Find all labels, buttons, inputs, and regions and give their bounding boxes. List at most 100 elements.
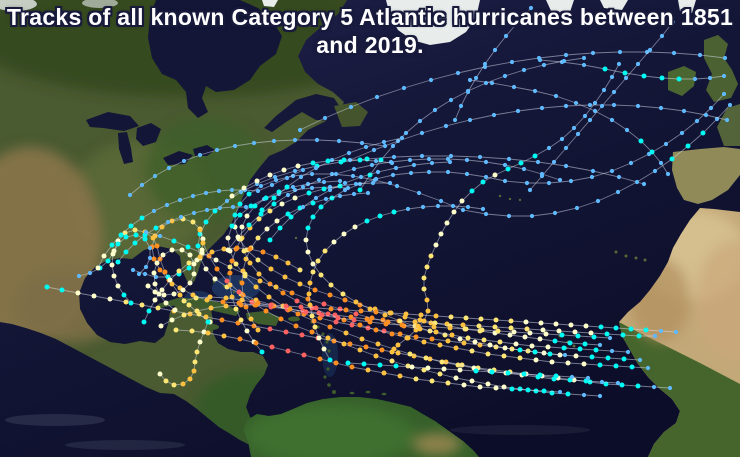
track-point	[628, 160, 634, 166]
track-point	[552, 338, 558, 344]
track-point	[389, 160, 395, 166]
track-point	[670, 19, 676, 25]
track-point	[509, 386, 515, 392]
track-point	[521, 371, 527, 377]
track-point	[274, 218, 280, 224]
track-point	[447, 159, 453, 165]
track-point	[295, 163, 301, 169]
track-point	[527, 187, 533, 193]
track-point	[258, 183, 264, 189]
track-point	[515, 19, 521, 25]
track-point	[298, 174, 304, 180]
track-point	[461, 340, 467, 346]
track-point	[328, 282, 334, 288]
track-point	[205, 319, 211, 325]
track-point	[390, 172, 396, 178]
track-point	[583, 323, 589, 329]
track-point	[540, 327, 546, 333]
track-point	[357, 157, 363, 163]
track-point	[645, 365, 651, 371]
track-point	[547, 351, 553, 357]
track-point	[448, 97, 454, 103]
track-point	[233, 306, 239, 312]
track-point	[485, 381, 491, 387]
track-point	[459, 198, 465, 204]
track-point	[389, 358, 395, 364]
track-point	[191, 261, 197, 267]
track-point	[391, 209, 397, 215]
track-point	[297, 127, 303, 133]
track-point	[309, 171, 315, 177]
track-point	[285, 260, 291, 266]
track-point	[154, 243, 160, 249]
track-point	[535, 159, 541, 165]
track-point	[652, 168, 658, 174]
track-point	[158, 323, 164, 329]
track-point	[169, 247, 175, 253]
track-point	[118, 232, 124, 238]
track-point	[305, 249, 311, 255]
track-point	[255, 257, 261, 263]
track-point	[87, 270, 93, 276]
track-point	[233, 261, 239, 267]
track-point	[305, 225, 311, 231]
track-point	[397, 373, 403, 379]
track-point	[105, 258, 111, 264]
track-point	[224, 278, 230, 284]
puerto-rico	[288, 316, 300, 322]
hurricane-track	[467, 77, 671, 177]
track-point	[609, 117, 615, 123]
track-point	[255, 188, 261, 194]
track-point	[415, 323, 421, 329]
track-point	[203, 219, 209, 225]
track-point	[605, 355, 611, 361]
track-point	[230, 204, 236, 210]
track-point	[204, 207, 210, 213]
track-point	[577, 346, 583, 352]
track-point	[463, 315, 469, 321]
hurricane-track	[109, 232, 153, 306]
track-point	[273, 177, 279, 183]
track-point	[297, 281, 303, 287]
track-point	[254, 178, 260, 184]
track-point	[375, 341, 381, 347]
track-point	[399, 322, 405, 328]
track-point	[263, 308, 269, 314]
track-point	[613, 325, 619, 331]
track-point	[563, 52, 569, 58]
track-point	[153, 274, 159, 280]
track-point	[152, 173, 158, 179]
track-point	[703, 112, 709, 118]
track-point	[128, 223, 134, 229]
track-point	[424, 297, 430, 303]
track-point	[229, 223, 235, 229]
track-point	[589, 174, 595, 180]
track-point	[428, 77, 434, 83]
track-point	[203, 266, 209, 272]
track-point	[146, 308, 152, 314]
track-point	[622, 70, 628, 76]
track-point	[213, 257, 219, 263]
track-point	[546, 180, 552, 186]
track-point	[132, 227, 138, 233]
track-point	[426, 169, 432, 175]
track-point	[563, 145, 569, 151]
track-point	[256, 216, 262, 222]
great-britain	[704, 35, 738, 102]
track-point	[493, 317, 499, 323]
track-point	[212, 208, 218, 214]
track-point	[284, 184, 290, 190]
track-point	[285, 348, 291, 354]
track-point	[628, 326, 634, 332]
hurricane-track	[347, 102, 730, 163]
track-point	[179, 247, 185, 253]
track-point	[592, 100, 598, 106]
track-point	[268, 302, 274, 308]
track-point	[592, 108, 598, 114]
track-point	[139, 302, 145, 308]
track-point	[432, 107, 438, 113]
track-point	[491, 112, 497, 118]
track-point	[197, 227, 203, 233]
track-point	[517, 386, 523, 392]
track-point	[132, 240, 138, 246]
